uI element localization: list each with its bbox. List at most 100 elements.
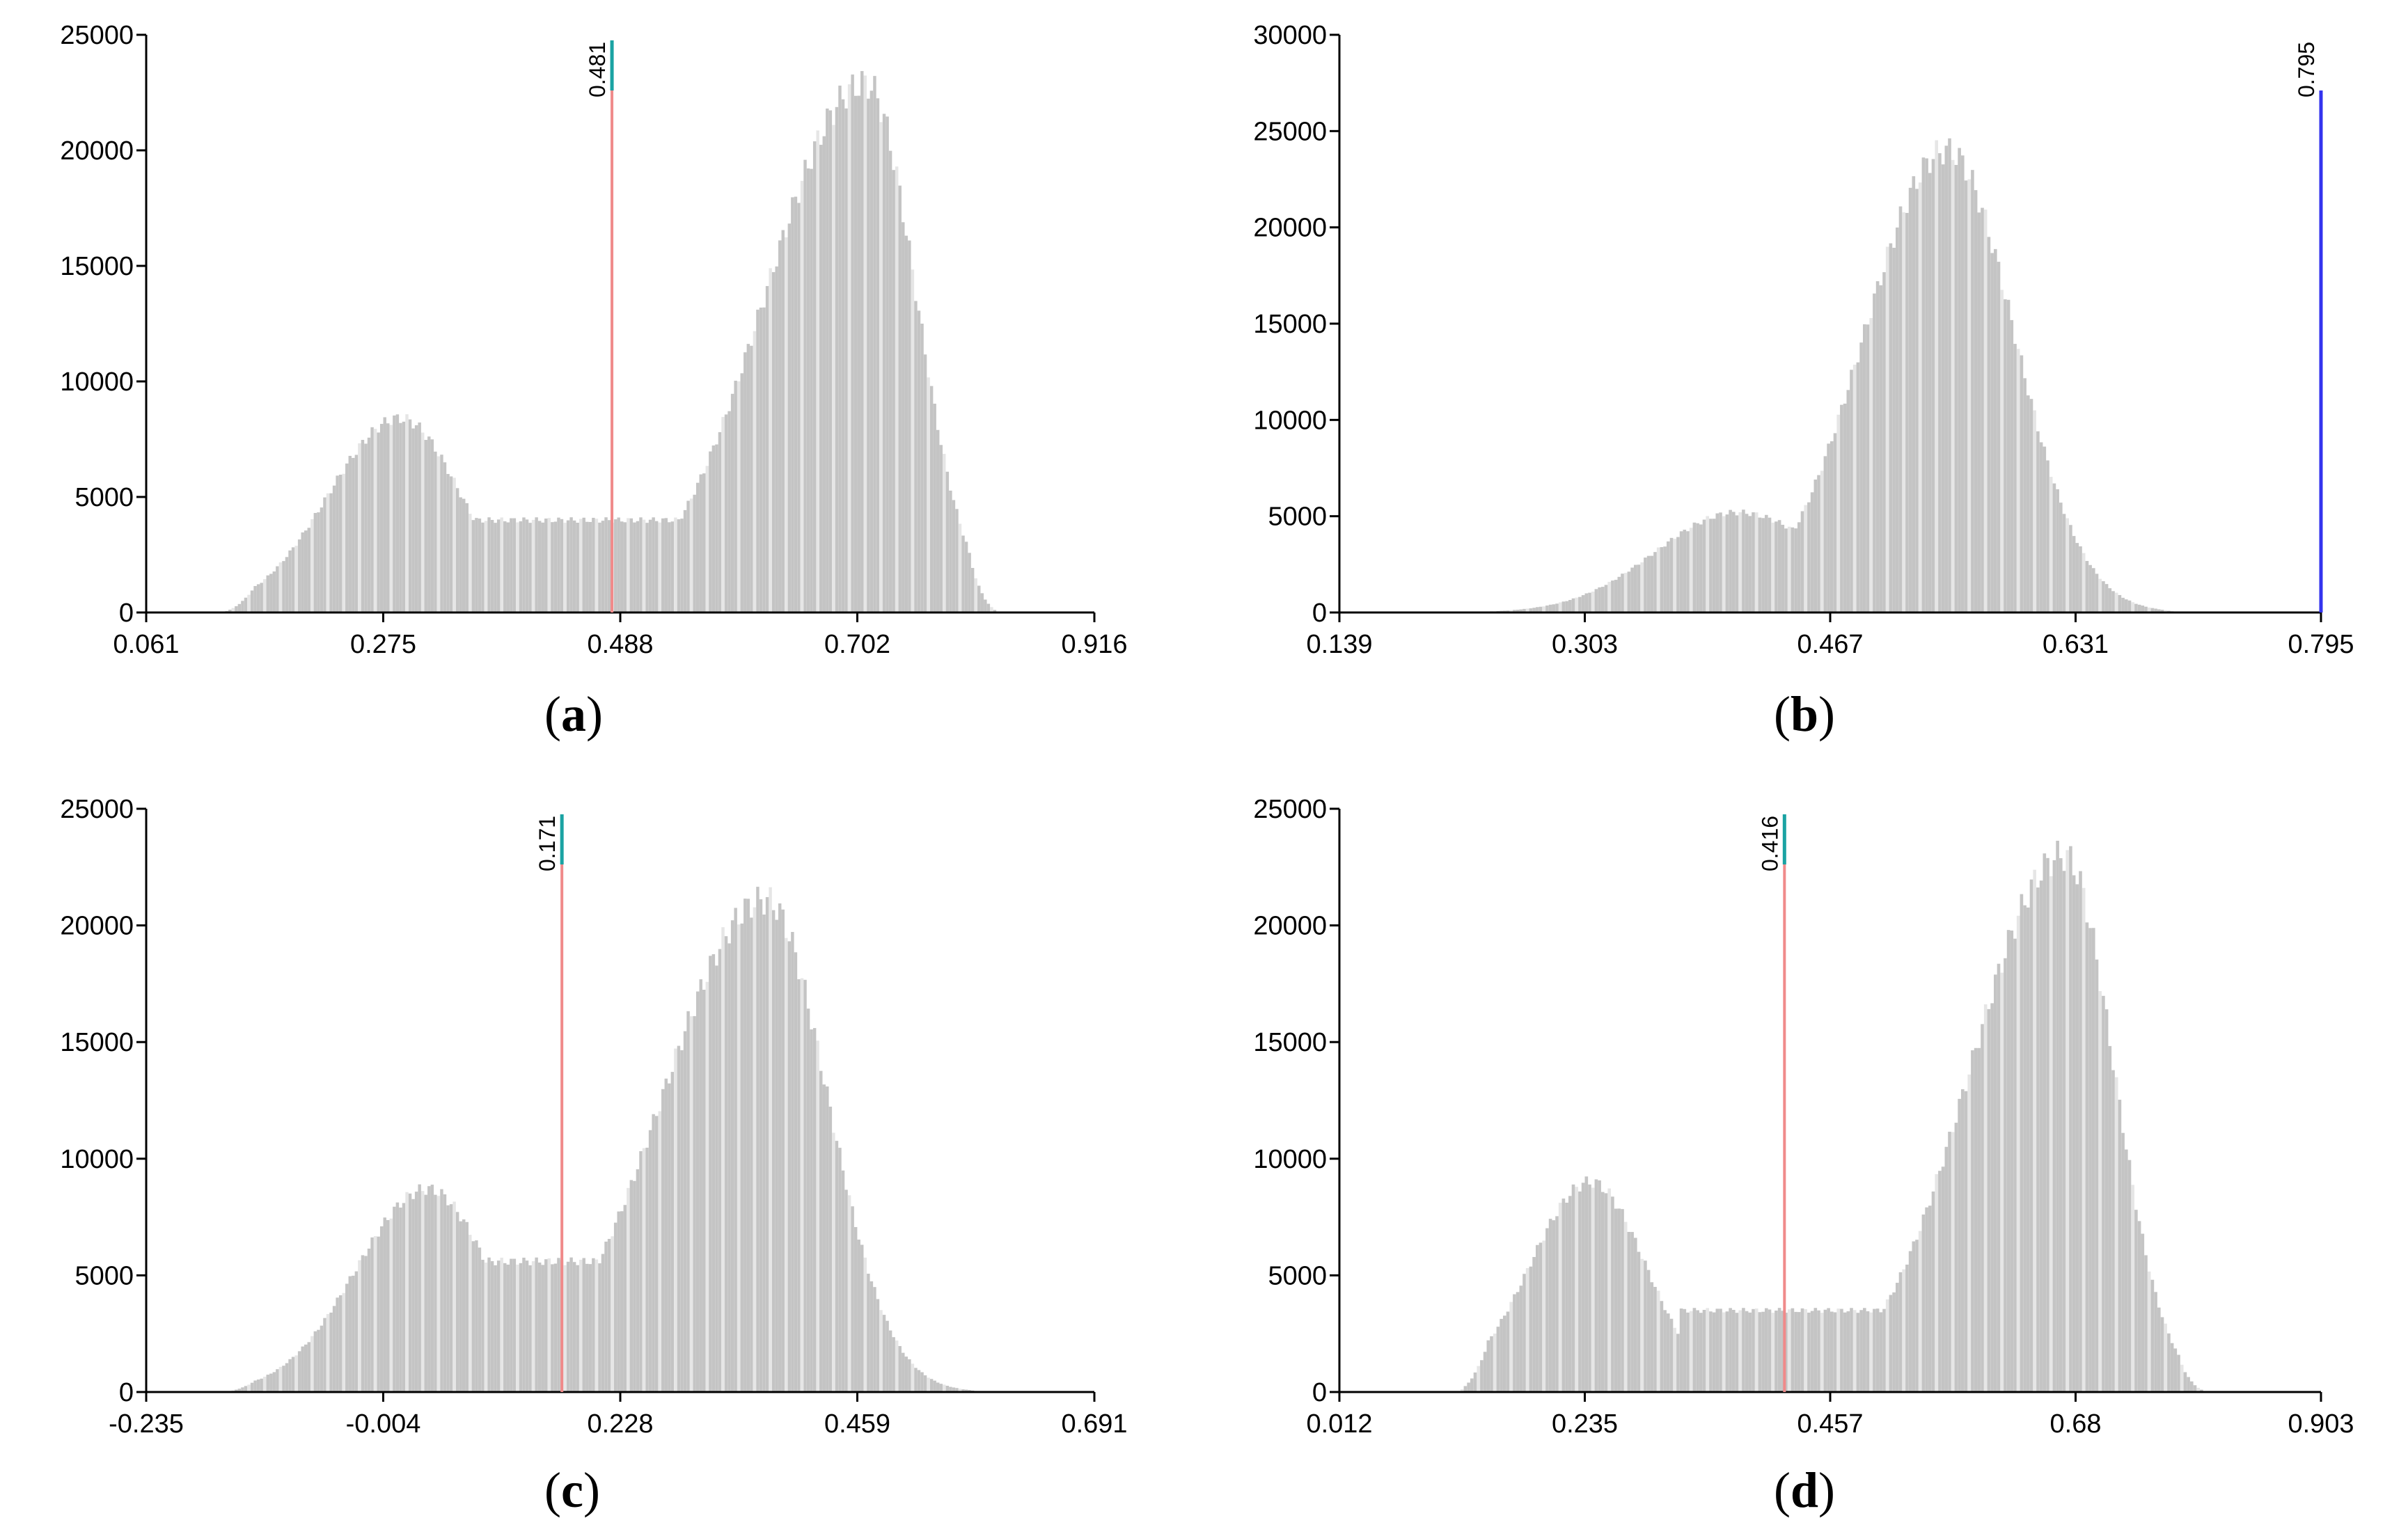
histogram-bar bbox=[1820, 471, 1824, 612]
histogram-bar bbox=[648, 519, 652, 612]
histogram-bar bbox=[670, 1072, 675, 1392]
histogram-bar bbox=[740, 373, 743, 612]
histogram-bar bbox=[459, 1221, 462, 1392]
histogram-bar bbox=[1653, 552, 1657, 612]
histogram-bar bbox=[307, 1342, 310, 1392]
histogram-bar bbox=[291, 1357, 295, 1392]
histogram-bar bbox=[2167, 1333, 2171, 1392]
histogram-bar bbox=[1623, 1221, 1628, 1392]
histogram-bar bbox=[1676, 1334, 1680, 1392]
histogram-bar bbox=[465, 1221, 469, 1392]
histogram-bar bbox=[737, 924, 741, 1392]
histogram-bar bbox=[645, 523, 649, 612]
histogram-bar bbox=[1650, 1282, 1654, 1392]
histogram-bar bbox=[278, 1366, 283, 1392]
histogram-bar bbox=[689, 498, 693, 612]
histogram-bar bbox=[2114, 592, 2118, 612]
histogram-bar bbox=[1754, 1308, 1758, 1392]
histogram-bar bbox=[892, 1337, 895, 1392]
histogram-bar bbox=[427, 1186, 431, 1392]
histogram-bar bbox=[822, 136, 826, 613]
histogram-bar bbox=[317, 1329, 320, 1392]
histogram-bar bbox=[927, 1377, 930, 1392]
histogram-bar bbox=[686, 1011, 690, 1392]
histogram-bar bbox=[579, 1259, 583, 1392]
histogram-bar bbox=[1784, 1313, 1788, 1392]
histogram-bar bbox=[276, 566, 279, 612]
histogram-bar bbox=[826, 108, 829, 612]
histogram-bar bbox=[680, 1050, 684, 1392]
histogram-bar bbox=[1836, 1308, 1841, 1392]
histogram-bar bbox=[1656, 547, 1660, 612]
histogram-bar bbox=[2095, 574, 2099, 612]
histogram-bar bbox=[2160, 1317, 2164, 1392]
histogram-bar bbox=[794, 952, 798, 1392]
histogram-bar bbox=[395, 1202, 400, 1392]
histogram-bar bbox=[494, 523, 497, 612]
histogram-bar bbox=[2092, 568, 2095, 612]
histogram-bar bbox=[2147, 607, 2151, 612]
histogram-bar bbox=[420, 432, 425, 612]
y-tick-label: 20000 bbox=[1253, 912, 1327, 941]
histogram-bar bbox=[765, 285, 769, 612]
histogram-bar bbox=[1820, 1313, 1824, 1392]
histogram-bar bbox=[551, 1264, 554, 1392]
histogram-bar bbox=[636, 521, 640, 612]
histogram-bar bbox=[639, 517, 643, 612]
histogram-bar bbox=[336, 1297, 339, 1392]
histogram-bar bbox=[1650, 555, 1654, 612]
histogram-bar bbox=[1712, 519, 1716, 612]
histogram-bar bbox=[2088, 928, 2092, 1392]
histogram-bar bbox=[2020, 355, 2024, 612]
histogram-bar bbox=[2075, 884, 2079, 1392]
histogram-bar bbox=[443, 462, 447, 612]
histogram-bar bbox=[408, 1193, 412, 1392]
histogram-panel-a: 0 5000 10000 15000 20000 25000 0.061 0.275 0.488… bbox=[60, 21, 1127, 659]
y-tick-label: 30000 bbox=[1253, 21, 1327, 50]
histogram-bar bbox=[1833, 433, 1837, 612]
histogram-bar bbox=[2098, 578, 2102, 612]
histogram-bar bbox=[2006, 299, 2010, 612]
histogram-bar bbox=[2177, 1354, 2180, 1392]
histogram-bar bbox=[506, 1264, 510, 1392]
histogram-bar bbox=[753, 907, 757, 1392]
histogram-bar bbox=[936, 429, 940, 612]
histogram-bar bbox=[1941, 1167, 1945, 1392]
histogram-bar bbox=[557, 517, 560, 612]
histogram-bar bbox=[794, 196, 798, 613]
histogram-bar bbox=[1843, 1312, 1847, 1392]
histogram-bar bbox=[847, 1195, 851, 1392]
histogram-bar bbox=[1967, 1074, 1972, 1392]
histogram-bar bbox=[2010, 319, 2014, 612]
histogram-bar bbox=[1525, 608, 1529, 612]
histogram-bar bbox=[904, 235, 908, 612]
histogram-bar bbox=[576, 523, 579, 612]
x-tick-label: 0.702 bbox=[824, 630, 890, 659]
histogram-bar bbox=[2127, 1160, 2132, 1392]
histogram-bar bbox=[2190, 1381, 2194, 1392]
histogram-bar bbox=[595, 1259, 599, 1392]
histogram-bar bbox=[702, 990, 706, 1392]
histogram-bar bbox=[2134, 1210, 2138, 1392]
histogram-bar bbox=[832, 1132, 835, 1392]
histogram-bar bbox=[762, 307, 766, 612]
histogram-bar bbox=[2200, 1389, 2203, 1392]
histogram-bar bbox=[434, 1194, 437, 1392]
histogram-bar bbox=[1869, 1312, 1873, 1392]
histogram-bar bbox=[2111, 1070, 2115, 1392]
histogram-bar bbox=[1683, 1308, 1687, 1392]
histogram-bar bbox=[771, 910, 776, 1392]
histogram-bar bbox=[2092, 928, 2095, 1392]
y-tick-label: 15000 bbox=[1253, 310, 1327, 339]
histogram-bar bbox=[882, 1315, 886, 1392]
histogram-bar bbox=[620, 1211, 624, 1392]
histogram-bar bbox=[1765, 514, 1768, 612]
histogram-bar bbox=[1506, 1311, 1510, 1392]
histogram-bar bbox=[1882, 1308, 1886, 1392]
histogram-bar bbox=[977, 585, 981, 612]
histogram-bar bbox=[2164, 1323, 2168, 1392]
histogram-bar bbox=[1885, 246, 1889, 613]
histogram-bar bbox=[2127, 600, 2132, 612]
histogram-bar bbox=[851, 74, 854, 612]
histogram-bar bbox=[2137, 1221, 2141, 1392]
